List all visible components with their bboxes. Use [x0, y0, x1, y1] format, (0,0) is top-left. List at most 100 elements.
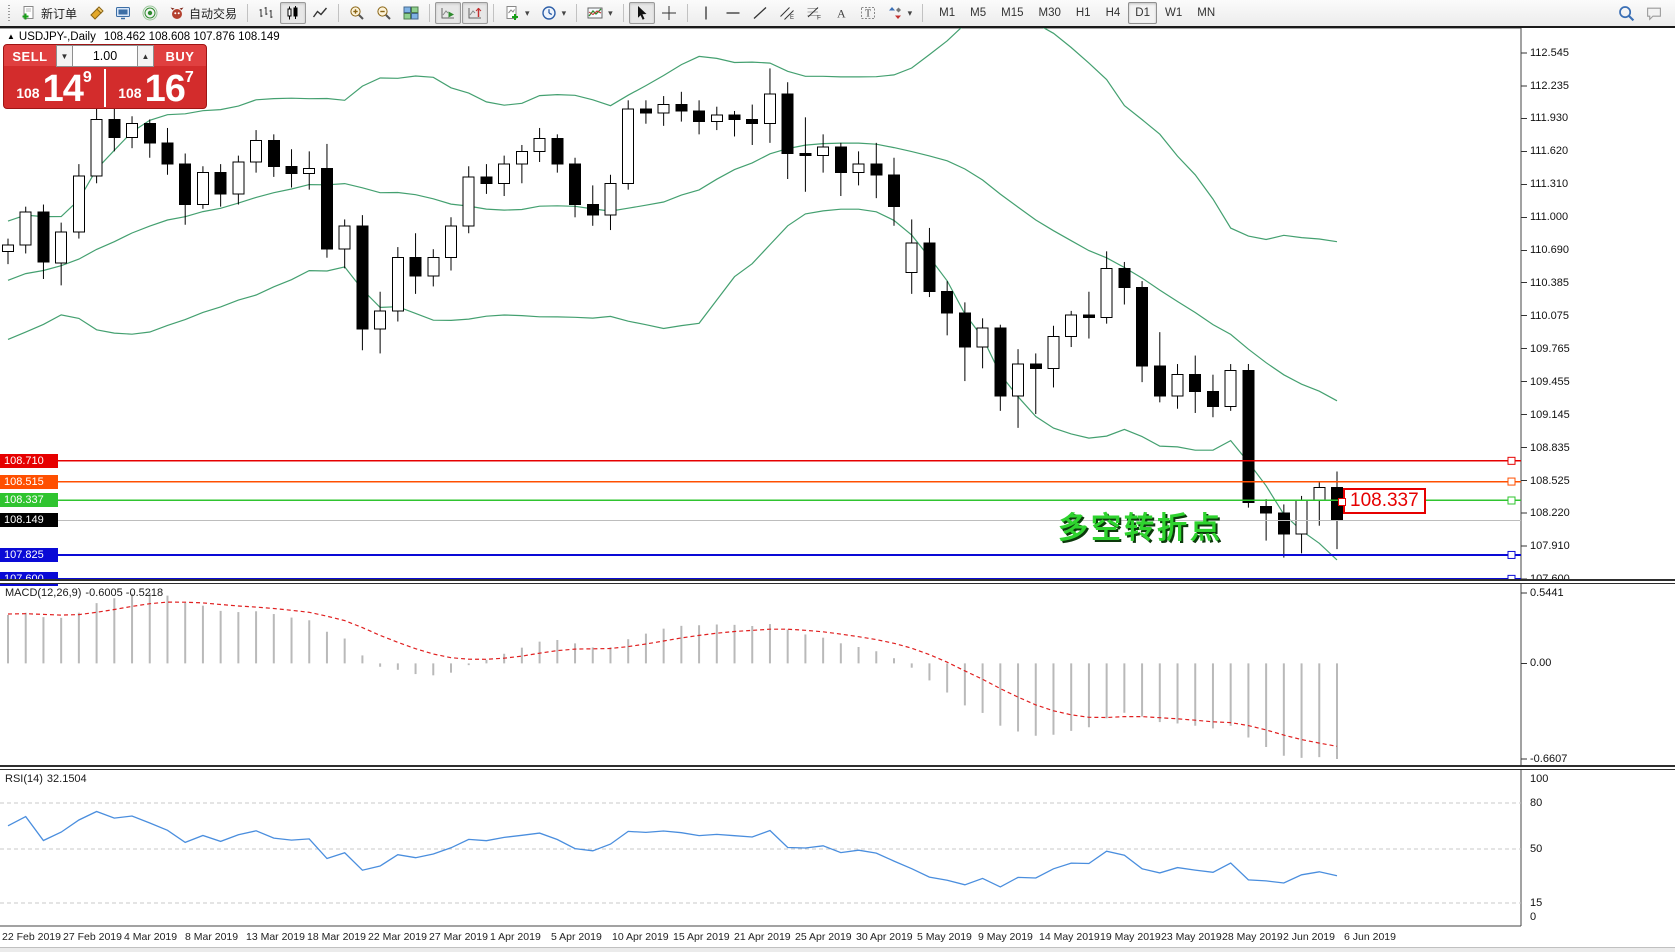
fibonacci-button[interactable]: F	[801, 2, 827, 24]
hline-handle	[1507, 496, 1516, 505]
chart-shift-button[interactable]	[462, 2, 489, 24]
volume-increase-button[interactable]: ▲	[137, 45, 154, 67]
separator	[622, 4, 624, 22]
sell-price-prefix: 108	[16, 85, 40, 101]
candle-body	[1171, 374, 1184, 397]
new-order-button[interactable]: 新订单	[16, 2, 82, 24]
candle-body	[445, 225, 457, 259]
candle-body	[232, 161, 245, 195]
crosshair-button[interactable]	[656, 2, 682, 24]
candle-body	[1082, 314, 1095, 318]
signals-button[interactable]	[137, 2, 163, 24]
tile-windows-button[interactable]	[398, 2, 424, 24]
periods-button[interactable]: ▾	[536, 2, 572, 24]
pane-separator-rsi[interactable]	[0, 765, 1675, 770]
candle-body	[126, 123, 139, 139]
terminal-icon	[116, 7, 131, 20]
indicators-button[interactable]: ▾	[582, 2, 618, 24]
horizontal-line-button[interactable]	[720, 2, 746, 24]
timeframe-h4[interactable]: H4	[1105, 7, 1121, 19]
tile-windows-icon	[403, 6, 419, 20]
hline-handle	[2, 477, 11, 486]
candle-body	[196, 172, 209, 206]
candle-body	[693, 110, 706, 123]
timeframe-w1[interactable]: W1	[1164, 7, 1183, 19]
zoom-in-button[interactable]	[344, 2, 370, 24]
zoom-out-button[interactable]	[371, 2, 397, 24]
line-chart-icon	[312, 7, 328, 18]
candle-body	[1029, 363, 1042, 369]
candle-body	[675, 104, 688, 112]
timeframe-m1[interactable]: M1	[939, 7, 956, 19]
sell-price[interactable]: 108 14 9	[4, 67, 104, 109]
symbol-period-label: USDJPY-,Daily	[18, 31, 96, 43]
text-annotation[interactable]: 多空转折点	[1058, 512, 1223, 545]
zoom-in-icon	[350, 6, 364, 20]
sell-price-big: 14	[42, 68, 84, 109]
callout-anchor	[1338, 498, 1346, 506]
timeframe-d1[interactable]: D1	[1128, 2, 1157, 24]
cursor-button[interactable]	[628, 2, 655, 24]
terminal-button[interactable]	[110, 2, 136, 24]
buy-button[interactable]: BUY	[154, 45, 206, 67]
timeframe-m15[interactable]: M15	[1001, 7, 1024, 19]
trendline-button[interactable]	[747, 2, 773, 24]
auto-scroll-button[interactable]	[435, 2, 462, 24]
chart-shift-icon	[468, 7, 482, 19]
timeframe-h1[interactable]: H1	[1075, 7, 1091, 19]
bar-chart-button[interactable]	[253, 2, 279, 24]
vertical-line-icon	[704, 6, 707, 20]
separator	[429, 4, 431, 22]
dropdown-caret: ▾	[608, 7, 613, 18]
candle-body	[569, 163, 582, 206]
price-callout[interactable]: 108.337	[1338, 488, 1426, 514]
search-icon[interactable]	[1618, 5, 1635, 22]
fibonacci-icon: F	[807, 7, 821, 22]
autotrading-label: 自动交易	[189, 6, 238, 21]
timeframe-m30[interactable]: M30	[1038, 7, 1061, 19]
channel-button[interactable]: E	[774, 2, 800, 24]
chat-icon[interactable]	[1645, 5, 1663, 22]
sell-button[interactable]: SELL	[4, 45, 56, 67]
new-chart-button[interactable]: ▾	[499, 2, 535, 24]
svg-text:F: F	[817, 15, 821, 22]
hline-handle	[1507, 456, 1516, 465]
candle-body	[391, 257, 404, 312]
candle-body	[90, 118, 103, 177]
callout-text: 108.337	[1350, 490, 1419, 511]
candlestick-chart-button[interactable]	[280, 2, 307, 24]
separator	[576, 4, 578, 22]
candle-body	[427, 257, 440, 277]
text-button[interactable]: A	[828, 2, 854, 24]
volume-input[interactable]	[73, 45, 137, 67]
volume-decrease-button[interactable]: ▼	[56, 45, 73, 67]
rsi-label: RSI(14) 32.1504	[5, 773, 87, 785]
chart-apply-icon	[90, 6, 104, 20]
rsi-line	[7, 810, 1338, 888]
vertical-line-button[interactable]	[693, 2, 719, 24]
text-icon: A	[837, 7, 846, 21]
candle-body	[852, 163, 865, 174]
autotrading-icon	[170, 7, 184, 19]
line-chart-button[interactable]	[307, 2, 333, 24]
svg-text:T: T	[865, 9, 871, 20]
candle-body	[72, 175, 85, 233]
autotrading-button[interactable]: 自动交易	[164, 2, 242, 24]
chart-apply-button[interactable]	[83, 2, 109, 24]
timeframe-mn[interactable]: MN	[1197, 7, 1216, 19]
candle-body	[1313, 486, 1326, 501]
horizontal-line-objects[interactable]	[0, 456, 1521, 583]
buy-price[interactable]: 108 16 7	[106, 67, 206, 108]
text-label-button[interactable]: T	[855, 2, 881, 24]
candle-body	[604, 182, 617, 216]
arrows-button[interactable]: ▾	[882, 2, 918, 24]
candle-body	[1224, 369, 1237, 408]
candle-body	[870, 163, 883, 176]
toolbar-drag-handle[interactable]	[7, 5, 12, 21]
candle-body	[586, 204, 599, 216]
pane-separator-macd[interactable]	[0, 579, 1675, 584]
indicators-icon	[587, 7, 603, 19]
candle-body	[55, 231, 68, 264]
timeframe-m5[interactable]: M5	[970, 7, 987, 19]
